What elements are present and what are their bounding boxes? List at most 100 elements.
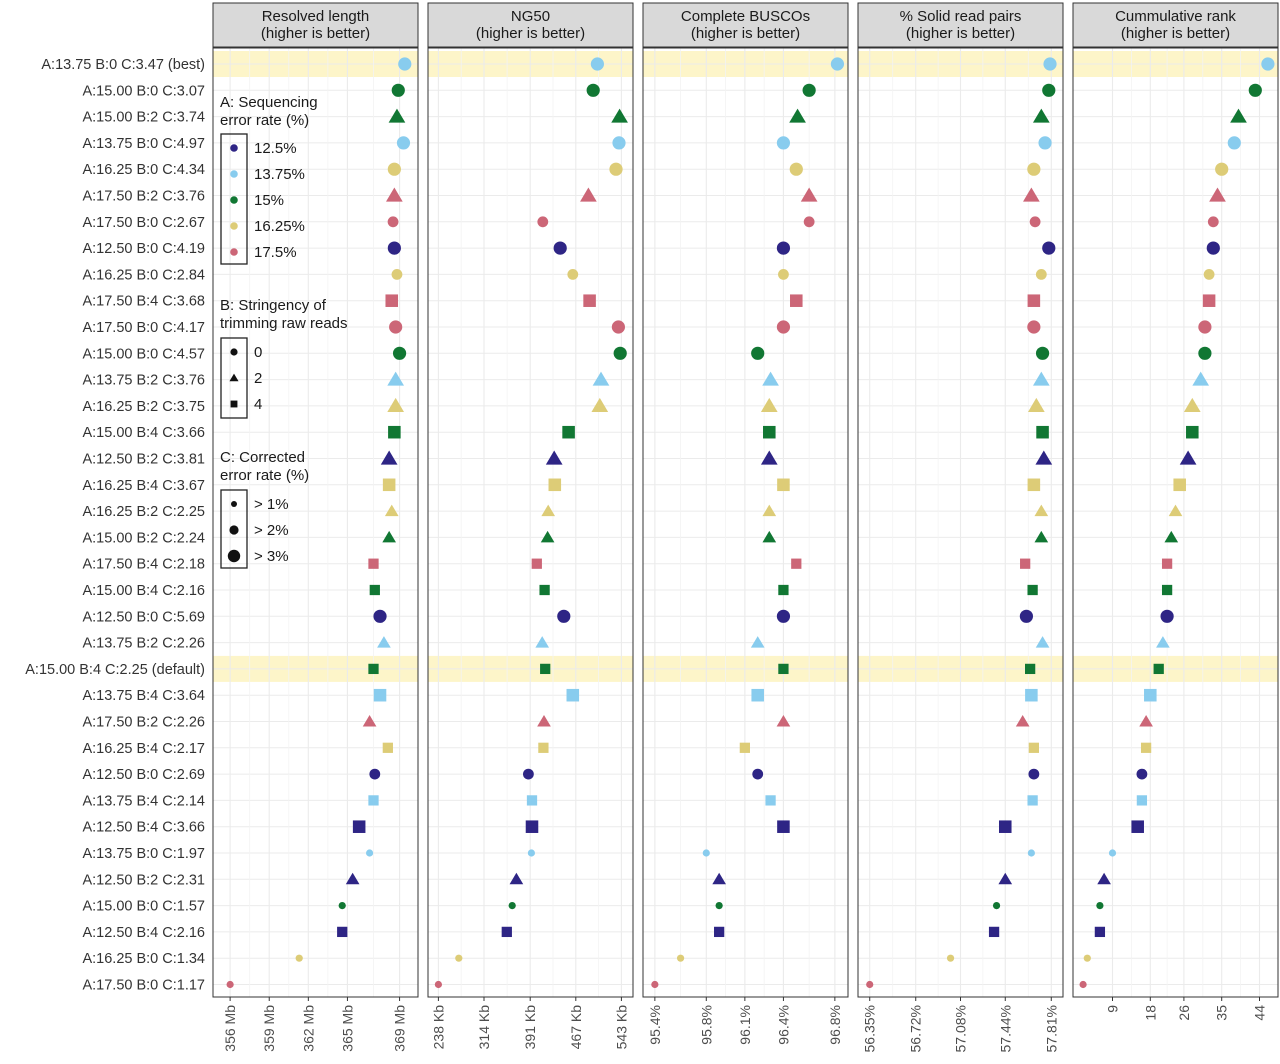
row-label: A:13.75 B:2 C:2.26 [82, 636, 205, 652]
row-label: A:16.25 B:2 C:3.75 [82, 399, 205, 415]
data-point [789, 108, 806, 123]
data-point [1027, 320, 1041, 334]
data-point [1096, 902, 1104, 910]
data-point [1035, 269, 1047, 280]
legend-color-label: 15% [254, 192, 284, 209]
data-point [398, 57, 412, 71]
panel-title: (higher is better) [1121, 25, 1230, 42]
data-point [373, 688, 387, 702]
data-point [391, 83, 405, 97]
x-tick-label: 356 Mb [222, 1005, 238, 1052]
data-point [1028, 768, 1040, 780]
legend-shape-key [230, 400, 238, 408]
data-point [567, 269, 579, 280]
legend-title: trimming raw reads [220, 315, 348, 332]
data-point [553, 241, 567, 255]
data-point [776, 320, 791, 334]
data-point [368, 795, 379, 806]
row-label: A:16.25 B:4 C:2.17 [82, 741, 205, 757]
data-point [866, 980, 874, 989]
panel-frame [1072, 47, 1279, 998]
data-point [762, 371, 779, 386]
data-point [590, 57, 605, 71]
data-point [739, 742, 750, 753]
panel-strips: Resolved length(higher is better)NG50(hi… [212, 2, 1279, 48]
data-point [387, 216, 399, 228]
x-tick-label: 57.08% [953, 1005, 969, 1052]
row-label: A:13.75 B:4 C:2.14 [82, 793, 205, 809]
data-point [1029, 216, 1041, 228]
data-point [1164, 530, 1179, 543]
data-point [368, 558, 379, 569]
data-point [1227, 136, 1241, 150]
x-tick-label: 35 [1214, 1005, 1230, 1021]
panel-title: Complete BUSCOs [681, 8, 810, 25]
x-tick-label: 391 Kb [522, 1005, 538, 1050]
data-point [1160, 609, 1174, 623]
data-point [537, 216, 549, 228]
data-point [751, 688, 764, 702]
panel-frame [212, 47, 419, 998]
data-point [1206, 241, 1220, 255]
legend-color-key [230, 222, 238, 230]
data-point [762, 530, 777, 543]
legend-color-label: 17.5% [254, 244, 297, 261]
panel-title: NG50 [511, 8, 550, 25]
legend-key-box [220, 133, 248, 265]
x-tick-label: 467 Kb [568, 1005, 584, 1050]
x-tick-label: 57.81% [1043, 1005, 1059, 1052]
row-label: A:15.00 B:0 C:3.07 [82, 83, 205, 99]
data-point [760, 397, 778, 412]
data-point [1156, 636, 1170, 648]
data-point [345, 872, 360, 885]
data-point [545, 450, 563, 465]
data-point [1207, 216, 1219, 228]
data-point [1192, 371, 1210, 386]
data-point [434, 980, 442, 989]
row-label: A:15.00 B:4 C:3.66 [82, 425, 205, 441]
panel-title: Cummulative rank [1115, 8, 1236, 25]
legend-size-label: > 3% [254, 548, 289, 565]
data-point [830, 57, 845, 71]
x-tick-label: 543 Kb [613, 1005, 629, 1050]
legend-color-key [230, 144, 238, 152]
x-tick-label: 314 Kb [476, 1005, 492, 1050]
data-point [526, 795, 538, 806]
data-point [791, 558, 802, 569]
data-point [802, 83, 816, 97]
data-point [539, 584, 550, 596]
x-tick-label: 57.44% [997, 1005, 1013, 1052]
legend-shape-key [230, 348, 238, 356]
row-label: A:15.00 B:0 C:1.57 [82, 899, 205, 915]
data-point [1168, 504, 1183, 517]
row-label: A:15.00 B:2 C:3.74 [82, 110, 205, 126]
data-point [992, 902, 1001, 910]
x-tick-label: 26 [1176, 1005, 1192, 1021]
panel-strip [427, 2, 634, 48]
x-tick-label: 238 Kb [430, 1005, 446, 1050]
legend-color-label: 12.5% [254, 140, 297, 157]
data-point [1027, 294, 1041, 307]
data-point [714, 926, 725, 938]
x-tick-label: 18 [1142, 1005, 1158, 1021]
x-tick-label: 56.72% [908, 1005, 924, 1052]
x-tick-label: 362 Mb [300, 1005, 316, 1052]
data-point [1108, 849, 1117, 857]
data-point [1015, 714, 1030, 727]
data-point [1027, 795, 1038, 806]
data-point [778, 584, 789, 596]
data-point [1027, 397, 1045, 412]
data-point [455, 954, 463, 962]
data-point [382, 742, 393, 753]
data-point [387, 397, 405, 412]
x-tick-label: 44 [1252, 1005, 1268, 1021]
row-label: A:13.75 B:0 C:4.97 [82, 136, 205, 152]
data-point [540, 663, 551, 675]
x-tick-label: 95.8% [698, 1005, 714, 1045]
data-point [540, 530, 555, 543]
row-label: A:15.00 B:4 C:2.25 (default) [25, 662, 205, 678]
legend-size-label: > 2% [254, 522, 289, 539]
data-point [1020, 558, 1031, 569]
data-point [789, 162, 803, 176]
data-point [1136, 795, 1148, 806]
